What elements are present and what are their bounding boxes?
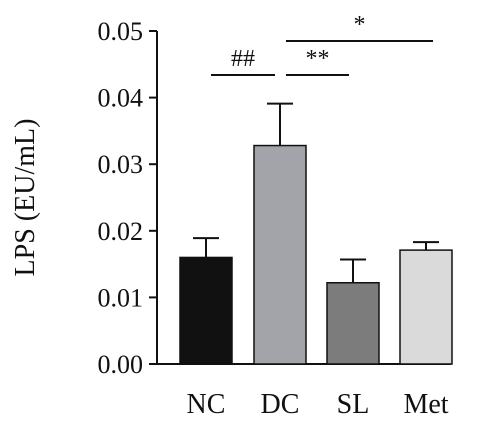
bars	[179, 144, 453, 365]
x-tick-labels: NC DC SL Met	[187, 389, 449, 420]
significance-label: **	[306, 46, 330, 72]
y-ticks: 0.00 0.01 0.02 0.03 0.04 0.05	[98, 17, 157, 379]
y-tick-label: 0.00	[98, 350, 144, 379]
y-tick-label: 0.01	[98, 283, 144, 312]
y-tick-label: 0.05	[98, 17, 144, 46]
significance-label: ##	[231, 46, 255, 72]
y-tick-label: 0.04	[98, 84, 144, 113]
significance-annotations: ## ***	[211, 12, 433, 76]
bar-sl	[326, 281, 380, 365]
x-tick-label: SL	[337, 389, 370, 420]
y-tick-label: 0.02	[98, 217, 144, 246]
bar-nc	[179, 256, 233, 365]
y-axis-title: LPS (EU/mL)	[10, 119, 41, 277]
x-tick-label: NC	[187, 389, 226, 420]
bar-met	[399, 249, 453, 365]
significance-label: *	[354, 12, 366, 38]
x-tick-label: DC	[261, 389, 300, 420]
x-tick-label: Met	[403, 389, 448, 420]
bar-dc	[253, 144, 307, 365]
error-bars	[193, 102, 439, 283]
y-tick-label: 0.03	[98, 150, 144, 179]
